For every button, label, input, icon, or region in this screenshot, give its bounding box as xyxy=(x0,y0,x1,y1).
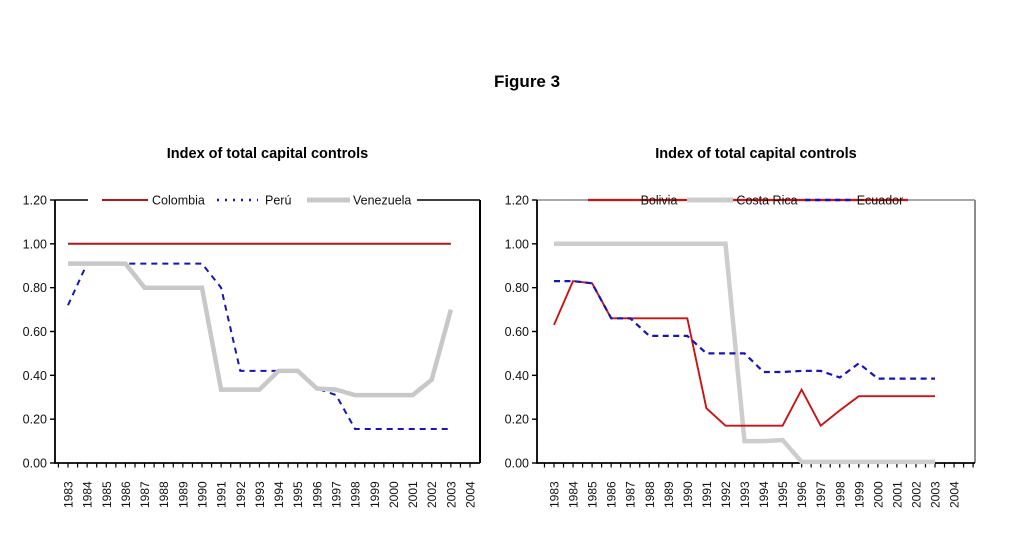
x-axis-label: 1990 xyxy=(681,481,695,508)
x-axis-label: 1985 xyxy=(586,481,600,508)
x-axis-label: 1985 xyxy=(100,481,114,508)
series-line-venezuela xyxy=(68,261,454,398)
legend-label-colombia: Colombia xyxy=(152,194,205,208)
legend-label-costa-rica: Costa Rica xyxy=(736,194,797,208)
x-axis-label: 1989 xyxy=(176,481,190,508)
right-chart: Index of total capital controls 1.20 1.00… xyxy=(505,140,1016,540)
x-axis-label: 1988 xyxy=(157,481,171,508)
x-axis-label: 1991 xyxy=(215,481,229,508)
x-axis-label: 1997 xyxy=(814,481,828,508)
x-axis-label: 1996 xyxy=(795,481,809,508)
x-axis-label: 2004 xyxy=(464,481,478,508)
legend-label-bolivia: Bolivia xyxy=(641,194,678,208)
left-chart: Index of total capital controls 1.20 1.00… xyxy=(0,140,500,540)
legend-label-venezuela: Venezuela xyxy=(353,194,411,208)
x-axis-label: 1995 xyxy=(291,481,305,508)
right-chart-title: Index of total capital controls xyxy=(655,146,857,162)
legend: Colombia Perú Venezuela xyxy=(88,190,417,211)
y-axis-label: 0.20 xyxy=(505,413,529,427)
series-line-costa-rica xyxy=(554,241,935,465)
y-axis-label: 0.40 xyxy=(505,369,529,383)
x-axis-label: 1989 xyxy=(662,481,676,508)
x-axis-label: 1996 xyxy=(310,481,324,508)
figure-title: Figure 3 xyxy=(493,72,561,91)
x-axis-label: 2000 xyxy=(871,481,885,508)
x-axis-label: 1987 xyxy=(138,481,152,508)
legend-label-ecuador: Ecuador xyxy=(857,194,904,208)
y-axis-label: 0.80 xyxy=(23,281,47,295)
x-axis-label: 1998 xyxy=(349,481,363,508)
y-axis-label: 0.60 xyxy=(505,325,529,339)
axes: 1.20 1.00 0.80 0.60 0.40 0.20 0.00 1983 1984 1985… xyxy=(23,194,481,508)
x-axis-label: 2002 xyxy=(909,481,923,508)
x-axis-label: 1999 xyxy=(368,481,382,508)
x-axis-label: 1998 xyxy=(833,481,847,508)
y-axis-label: 0.80 xyxy=(505,281,529,295)
x-axis-label: 1988 xyxy=(643,481,657,508)
x-axis-label: 1986 xyxy=(605,481,619,508)
x-axis-label: 1986 xyxy=(119,481,133,508)
y-axis-label: 0.20 xyxy=(23,413,47,427)
y-axis-label: 0.00 xyxy=(23,457,47,471)
x-axis-label: 1984 xyxy=(567,481,581,508)
y-axis-label: 0.60 xyxy=(23,325,47,339)
x-axis-label: 1992 xyxy=(719,481,733,508)
x-axis-label: 2003 xyxy=(444,481,458,508)
y-axis-label: 1.00 xyxy=(23,237,47,251)
x-axis-label: 1990 xyxy=(196,481,210,508)
x-axis-label: 1993 xyxy=(253,481,267,508)
x-axis-label: 1999 xyxy=(852,481,866,508)
x-axis-label: 1987 xyxy=(624,481,638,508)
x-axis-label: 2001 xyxy=(890,481,904,508)
legend: Bolivia Costa Rica Ecuador xyxy=(588,194,908,208)
x-axis-label: 1992 xyxy=(234,481,248,508)
x-axis-label: 1983 xyxy=(62,481,76,508)
axes: 1.20 1.00 0.80 0.60 0.40 0.20 0.00 1983 1984 1985… xyxy=(505,194,976,508)
left-chart-canvas: 1.20 1.00 0.80 0.60 0.40 0.20 0.00 1983 1984 1985… xyxy=(23,190,481,508)
x-axis-label: 2004 xyxy=(948,481,962,508)
x-axis-label: 1994 xyxy=(757,481,771,508)
x-axis-label: 1997 xyxy=(330,481,344,508)
left-chart-title: Index of total capital controls xyxy=(166,146,369,162)
series-line-ecuador xyxy=(554,280,935,380)
x-axis-label: 2003 xyxy=(929,481,943,508)
x-axis-label: 1983 xyxy=(548,481,562,508)
x-axis-label: 1984 xyxy=(81,481,95,508)
legend-label-perú: Perú xyxy=(265,194,291,208)
x-axis-label: 2001 xyxy=(406,481,420,508)
y-axis-label: 0.00 xyxy=(505,457,529,471)
x-axis-label: 1994 xyxy=(272,481,286,508)
y-axis-label: 1.20 xyxy=(505,194,529,208)
right-chart-canvas: 1.20 1.00 0.80 0.60 0.40 0.20 0.00 1983 1984 1985… xyxy=(505,194,976,508)
y-axis-label: 1.20 xyxy=(23,194,47,208)
x-axis-label: 2002 xyxy=(425,481,439,508)
y-axis-label: 1.00 xyxy=(505,237,529,251)
x-axis-label: 1991 xyxy=(700,481,714,508)
x-axis-label: 2000 xyxy=(387,481,401,508)
series-line-perú xyxy=(67,262,451,430)
y-axis-label: 0.40 xyxy=(23,369,47,383)
x-axis-label: 1995 xyxy=(776,481,790,508)
x-axis-label: 1993 xyxy=(738,481,752,508)
